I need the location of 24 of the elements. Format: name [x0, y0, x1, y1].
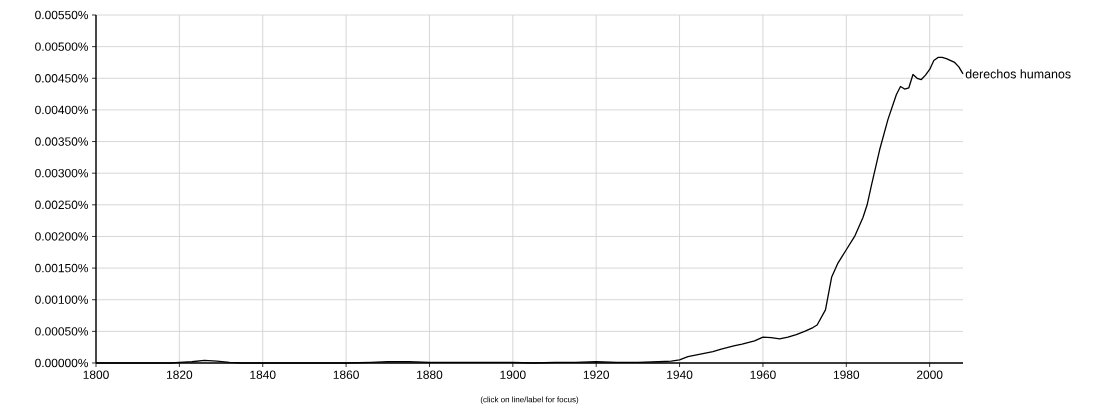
y-tick-label: 0.00450% — [35, 74, 89, 83]
y-tick-label: 0.00500% — [35, 42, 89, 51]
x-tick-label: 1920 — [583, 370, 610, 379]
y-tick-label: 0.00100% — [35, 295, 89, 304]
x-tick-label: 2000 — [916, 370, 943, 379]
x-tick-label: 1820 — [166, 370, 193, 379]
y-tick-label: 0.00050% — [35, 327, 89, 336]
x-tick-label: 1840 — [250, 370, 276, 379]
y-tick-label: 0.00300% — [35, 168, 89, 178]
x-tick-label: 1900 — [500, 370, 526, 379]
series-label: derechos humanos — [965, 69, 1071, 79]
x-tick-label: 1960 — [750, 370, 776, 379]
y-tick-label: 0.00150% — [35, 263, 89, 273]
x-tick-label: 1800 — [83, 370, 109, 379]
x-tick-label: 1980 — [833, 370, 860, 379]
x-tick-label: 1880 — [417, 370, 443, 379]
y-tick-label: 0.00350% — [35, 137, 89, 146]
x-tick-label: 1860 — [333, 370, 359, 379]
x-tick-label: 1940 — [667, 370, 693, 379]
y-tick-label: 0.00550% — [35, 10, 89, 20]
y-tick-label: 0.00200% — [35, 232, 89, 241]
y-tick-label: 0.00400% — [35, 105, 89, 115]
y-tick-label: 0.00250% — [35, 200, 89, 210]
y-tick-label: 0.00000% — [35, 358, 89, 368]
